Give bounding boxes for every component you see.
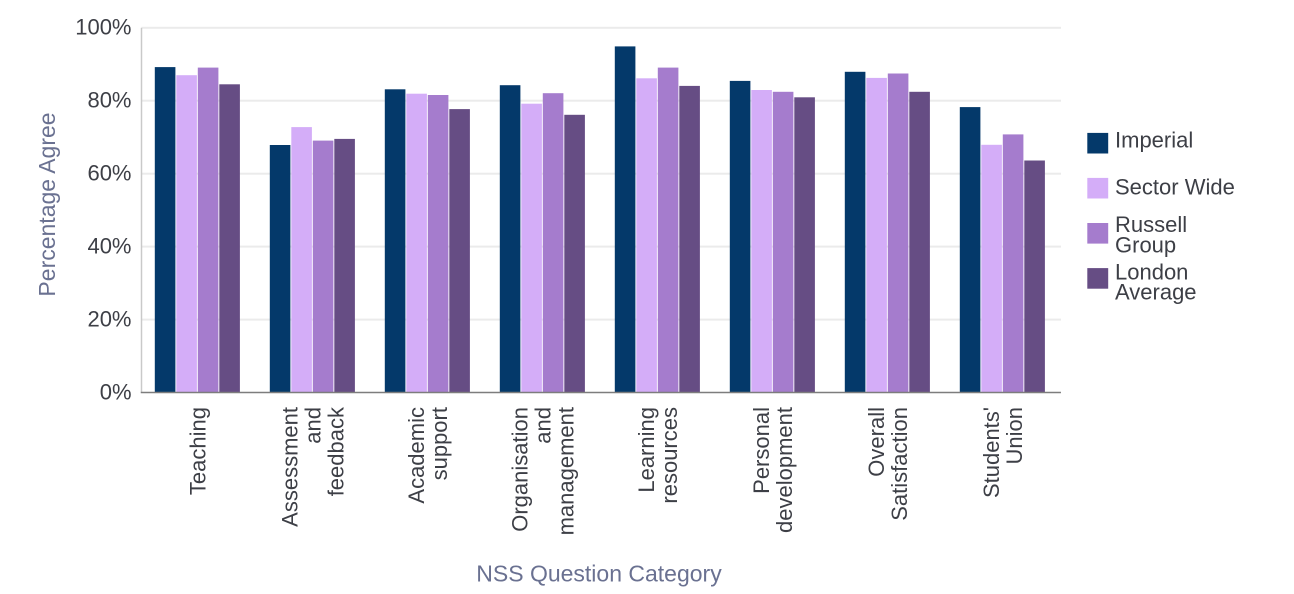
svg-text:60%: 60%: [87, 161, 131, 186]
svg-text:40%: 40%: [87, 233, 131, 258]
svg-text:and: and: [300, 407, 325, 444]
svg-text:Teaching: Teaching: [185, 407, 210, 495]
svg-text:Organisation: Organisation: [507, 407, 532, 532]
svg-text:Average: Average: [1115, 280, 1197, 305]
svg-text:support: support: [427, 407, 452, 480]
svg-text:Satisfaction: Satisfaction: [887, 407, 912, 521]
svg-text:100%: 100%: [75, 15, 131, 40]
svg-text:Percentage Agree: Percentage Agree: [34, 112, 60, 296]
svg-text:and: and: [530, 407, 555, 444]
svg-text:Group: Group: [1115, 233, 1176, 258]
svg-text:Academic: Academic: [404, 407, 429, 504]
svg-text:20%: 20%: [87, 306, 131, 331]
svg-text:management: management: [553, 407, 578, 535]
svg-text:Learning: Learning: [634, 407, 659, 493]
svg-text:Students': Students': [979, 407, 1004, 498]
svg-text:Personal: Personal: [749, 407, 774, 494]
svg-text:Union: Union: [1002, 407, 1027, 464]
svg-text:Russell: Russell: [1115, 212, 1187, 237]
svg-text:0%: 0%: [100, 379, 132, 404]
svg-text:feedback: feedback: [323, 406, 348, 496]
svg-text:Assessment: Assessment: [277, 407, 302, 527]
svg-text:development: development: [772, 407, 797, 533]
svg-text:80%: 80%: [87, 88, 131, 113]
svg-text:Imperial: Imperial: [1115, 127, 1193, 152]
svg-text:resources: resources: [657, 407, 682, 504]
svg-text:Sector Wide: Sector Wide: [1115, 175, 1235, 200]
svg-text:Overall: Overall: [864, 407, 889, 477]
svg-text:NSS Question Category: NSS Question Category: [476, 561, 722, 587]
svg-text:London: London: [1115, 259, 1188, 284]
